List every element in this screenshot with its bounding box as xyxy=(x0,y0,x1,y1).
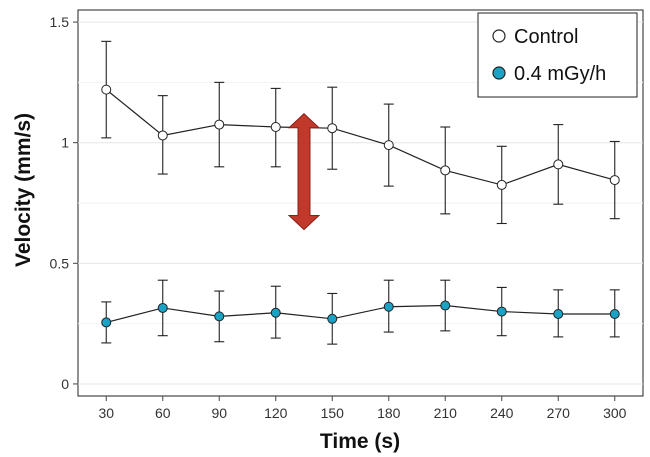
series-1 xyxy=(101,279,620,345)
x-axis-ticks: 30 60 90 120 150 180 210 240 270 300 xyxy=(98,396,627,421)
series-line xyxy=(106,304,615,323)
x-tick-label: 300 xyxy=(603,405,627,421)
data-point xyxy=(157,130,168,141)
y-tick-label: 0 xyxy=(61,376,69,392)
x-tick-label: 270 xyxy=(547,405,571,421)
data-point xyxy=(440,300,451,311)
data-point xyxy=(383,301,394,312)
y-tick-label: 1.5 xyxy=(50,14,70,30)
legend-marker-irradiated xyxy=(492,66,506,80)
data-point xyxy=(214,311,225,322)
y-tick-label: 0.5 xyxy=(50,255,70,271)
legend-label-irradiated: 0.4 mGy/h xyxy=(514,63,606,85)
x-tick-label: 90 xyxy=(211,405,227,421)
data-point xyxy=(496,179,507,190)
data-point xyxy=(553,159,564,170)
data-point xyxy=(609,308,620,319)
data-point xyxy=(327,313,338,324)
x-tick-label: 180 xyxy=(377,405,401,421)
double-arrow-annotation xyxy=(287,113,321,231)
x-tick-label: 30 xyxy=(98,405,114,421)
x-tick-label: 210 xyxy=(434,405,458,421)
x-tick-label: 150 xyxy=(321,405,345,421)
data-point xyxy=(101,84,112,95)
data-point xyxy=(101,317,112,328)
legend-label-control: Control xyxy=(514,26,578,48)
annotation-layer xyxy=(287,113,321,231)
legend-marker-control xyxy=(492,29,506,43)
y-tick-label: 1 xyxy=(61,135,69,151)
data-point xyxy=(157,302,168,313)
series-line xyxy=(105,89,615,186)
series-0 xyxy=(101,40,620,225)
data-point xyxy=(383,140,394,151)
series-layer xyxy=(101,40,620,345)
y-axis-title: Velocity (mm/s) xyxy=(12,113,35,267)
data-point xyxy=(496,306,507,317)
data-point xyxy=(270,122,281,133)
data-point xyxy=(609,175,620,186)
y-axis-ticks: 0 0.5 1 1.5 xyxy=(50,14,78,392)
x-tick-label: 120 xyxy=(264,405,288,421)
legend: Control 0.4 mGy/h xyxy=(477,12,638,98)
x-tick-label: 240 xyxy=(490,405,514,421)
legend-box xyxy=(477,12,638,98)
data-point xyxy=(214,119,225,130)
x-tick-label: 60 xyxy=(155,405,171,421)
x-axis-title: Time (s) xyxy=(320,430,400,453)
data-point xyxy=(440,165,451,176)
data-point xyxy=(327,123,338,134)
data-point xyxy=(270,307,281,318)
data-point xyxy=(553,308,564,319)
